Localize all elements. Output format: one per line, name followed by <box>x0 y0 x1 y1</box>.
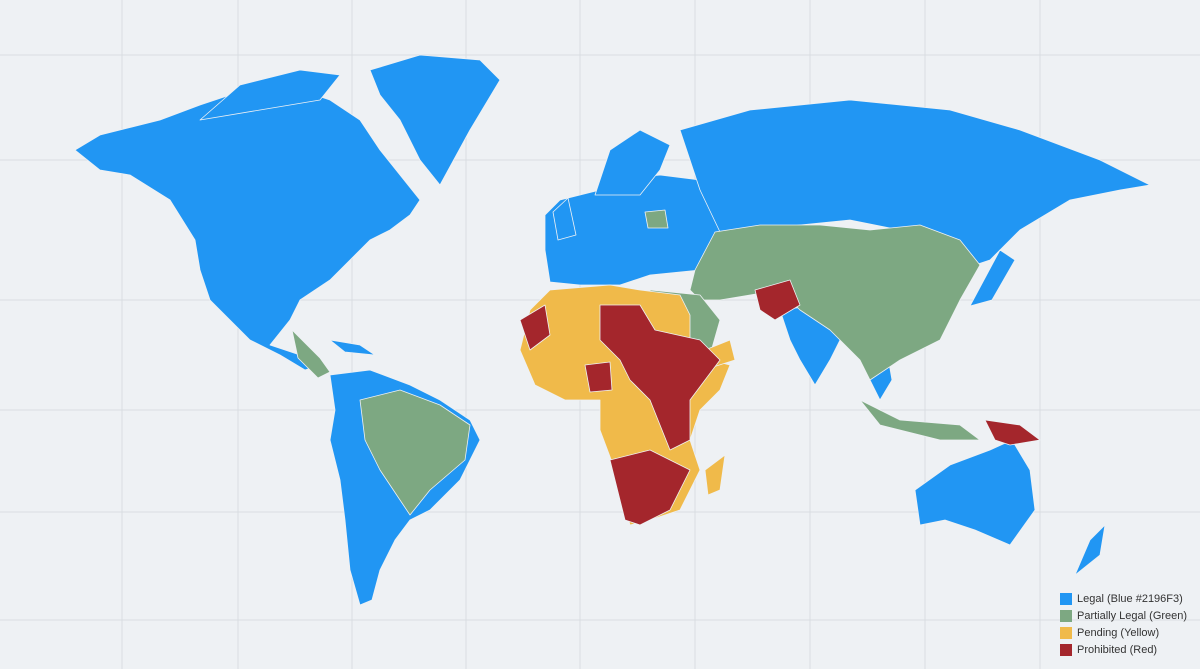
legend-swatch-green <box>1060 609 1072 622</box>
brazil <box>359 389 471 516</box>
cuba <box>329 339 376 356</box>
legend-label: Partially Legal (Green) <box>1077 609 1188 622</box>
legend-swatch-blue <box>1060 592 1072 605</box>
legend-label: Pending (Yellow) <box>1077 626 1160 639</box>
north-america <box>74 84 421 371</box>
legend-swatch-red <box>1060 643 1072 656</box>
prohibited-regions <box>519 279 1041 526</box>
legend-label: Prohibited (Red) <box>1077 643 1158 656</box>
legend-item-pending: Pending (Yellow) <box>1060 624 1187 641</box>
legend-item-prohibited: Prohibited (Red) <box>1060 641 1187 658</box>
legend-label: Legal (Blue #2196F3) <box>1077 592 1183 605</box>
central-africa <box>599 304 721 451</box>
arctic-islands <box>199 69 341 121</box>
australia <box>914 439 1036 546</box>
legend-swatch-yellow <box>1060 626 1072 639</box>
uk <box>552 197 577 241</box>
papua-new-guinea <box>984 419 1041 446</box>
legend-item-legal: Legal (Blue #2196F3) <box>1060 590 1187 607</box>
madagascar <box>704 454 726 496</box>
central-america <box>291 329 331 379</box>
indonesia <box>859 399 981 441</box>
southern-africa <box>609 449 691 526</box>
afghanistan <box>754 279 801 321</box>
west-africa <box>519 304 551 351</box>
asia <box>689 224 981 381</box>
greenland <box>369 54 501 186</box>
japan <box>969 249 1016 307</box>
new-zealand <box>1074 524 1106 576</box>
map-legend: Legal (Blue #2196F3) Partially Legal (Gr… <box>1060 590 1187 658</box>
belarus <box>644 209 669 229</box>
legend-item-partially-legal: Partially Legal (Green) <box>1060 607 1187 624</box>
scandinavia <box>594 129 671 196</box>
nigeria <box>584 361 613 393</box>
